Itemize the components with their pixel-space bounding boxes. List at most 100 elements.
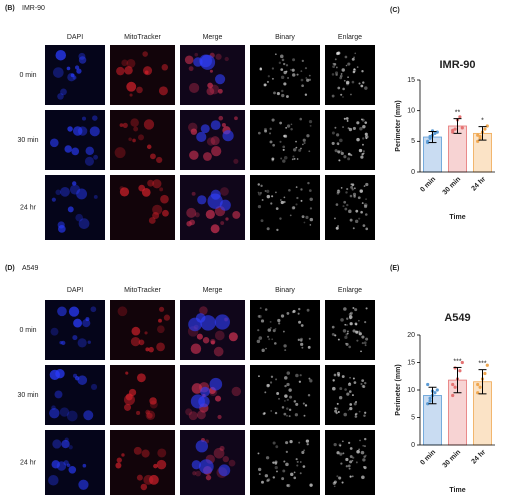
cell-signal (258, 336, 263, 340)
cell-signal (145, 410, 156, 421)
cell-signal (279, 121, 283, 125)
cell-signal (364, 121, 368, 124)
cell-signal (48, 474, 59, 486)
cell-signal (349, 194, 353, 198)
cell-signal (55, 369, 65, 379)
cell-signal (347, 62, 351, 66)
cell-signal (286, 398, 289, 401)
cell-signal (191, 460, 201, 470)
cell-signal (338, 476, 342, 480)
cell-signal (210, 224, 220, 234)
cell-signal (285, 95, 289, 98)
cell-signal (280, 75, 285, 80)
cell-signal (362, 152, 365, 155)
cell-signal (361, 335, 365, 339)
cell-signal (224, 56, 229, 62)
cell-signal (309, 379, 313, 383)
cell-signal (300, 147, 302, 150)
cell-signal (338, 395, 343, 400)
cell-signal (298, 307, 301, 311)
cell-signal (306, 443, 309, 446)
cell-signal (202, 337, 210, 344)
significance: *** (478, 360, 486, 367)
cell-signal (146, 144, 152, 150)
cell-signal (355, 330, 359, 334)
cell-signal (364, 437, 367, 441)
cell-signal (286, 407, 289, 410)
cell-signal (206, 87, 215, 96)
cell-signal (338, 159, 341, 162)
cell-signal (278, 61, 282, 65)
cell-signal (219, 445, 225, 451)
cell-signal (293, 471, 296, 474)
row-label: 0 min (19, 327, 36, 334)
y-tick-label: 15 (407, 359, 415, 366)
cell-signal (218, 464, 231, 477)
x-tick-label: 24 hr (470, 449, 487, 466)
cell-signal (363, 445, 366, 448)
cell-signal (305, 77, 308, 79)
cell-signal (195, 440, 209, 453)
cell-signal (61, 340, 66, 346)
cell-signal (333, 373, 337, 377)
cell-signal (209, 377, 223, 391)
cell-signal (303, 414, 306, 417)
cell-signal (363, 466, 367, 470)
cell-signal (360, 84, 364, 88)
cell-signal (269, 127, 272, 131)
cell-signal (128, 388, 137, 397)
cell-signal (78, 218, 90, 230)
cell-signal (76, 188, 88, 200)
cell-signal (262, 412, 266, 416)
cell-signal (348, 467, 351, 470)
cell-signal (303, 221, 306, 224)
cell-signal (60, 88, 67, 96)
cell-signal (258, 473, 261, 476)
cell-signal (358, 330, 361, 333)
cell-signal (55, 189, 61, 196)
cell-signal (206, 137, 216, 146)
cell-signal (344, 323, 347, 326)
cell-signal (307, 345, 311, 349)
cell-signal (362, 465, 365, 468)
cell-signal (309, 124, 312, 127)
cell-signal (300, 324, 304, 327)
y-tick-label: 15 (407, 77, 415, 84)
data-point (476, 382, 480, 387)
cell-signal (339, 138, 343, 143)
cell-signal (128, 137, 132, 142)
cell-signal (301, 346, 304, 349)
significance: *** (453, 358, 461, 365)
data-point (433, 391, 437, 395)
x-tick-label: 0 min (419, 449, 437, 467)
cell-signal (334, 71, 339, 75)
cell-signal (349, 376, 351, 379)
cell-signal (352, 227, 355, 230)
cell-signal (341, 375, 345, 378)
data-point (458, 115, 462, 119)
cell-signal (214, 330, 225, 341)
cell-signal (361, 118, 363, 121)
cell-signal (215, 53, 222, 60)
cell-signal (270, 202, 273, 205)
cell-signal (350, 185, 354, 189)
micrograph (110, 300, 175, 360)
cell-signal (345, 342, 347, 345)
cell-signal (301, 84, 304, 88)
cell-signal (308, 337, 311, 340)
cell-signal (213, 346, 224, 357)
cell-signal (350, 154, 353, 157)
cell-signal (222, 130, 234, 142)
column-header: MitoTracker (124, 287, 161, 294)
cell-signal (359, 439, 361, 442)
cell-signal (283, 200, 286, 204)
cell-signal (339, 74, 343, 78)
data-point (483, 127, 487, 131)
cell-signal (153, 463, 158, 469)
cell-signal (272, 476, 276, 479)
data-point (483, 371, 487, 376)
cell-signal (349, 475, 352, 478)
cell-signal (148, 217, 156, 224)
cell-signal (352, 307, 355, 310)
cell-signal (362, 224, 366, 227)
